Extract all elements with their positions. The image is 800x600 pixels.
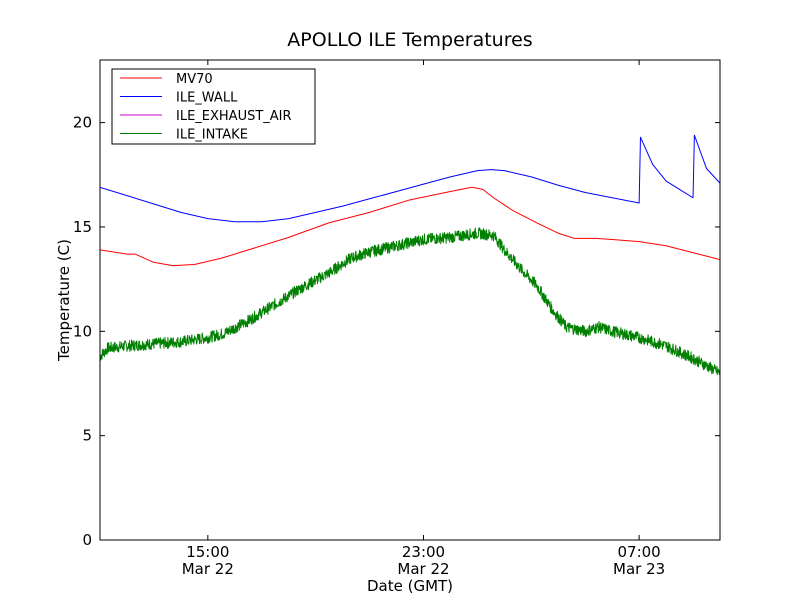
x-tick-label-date: Mar 22 (397, 560, 449, 578)
y-tick-label: 15 (73, 218, 92, 236)
chart-title: APOLLO ILE Temperatures (287, 29, 532, 51)
legend-label: MV70 (176, 72, 213, 87)
series-line-ile-wall (100, 134, 720, 223)
x-axis-label: Date (GMT) (367, 577, 453, 595)
y-tick-label: 10 (73, 322, 92, 340)
legend: MV70 ILE_WALL ILE_EXHAUST_AIR ILE_INTAKE (111, 68, 316, 145)
legend-box (111, 68, 316, 145)
plot-frame (99, 59, 721, 541)
y-axis: 0 5 10 15 20 (73, 114, 720, 549)
x-tick-label-date: Mar 22 (182, 560, 234, 578)
x-tick-label-time: 23:00 (402, 543, 445, 561)
series-layer (100, 134, 720, 376)
series-line-ile-intake (100, 227, 720, 376)
legend-label: ILE_INTAKE (176, 128, 248, 143)
y-tick-label: 5 (82, 427, 92, 445)
x-tick-label-time: 15:00 (186, 543, 229, 561)
y-tick-label: 0 (82, 531, 92, 549)
x-tick-label-date: Mar 23 (613, 560, 665, 578)
y-tick-label: 20 (73, 114, 92, 132)
legend-label: ILE_EXHAUST_AIR (176, 109, 292, 124)
y-axis-label: Temperature (C) (55, 239, 73, 362)
x-tick-label-time: 07:00 (618, 543, 661, 561)
series-line-mv70 (100, 186, 720, 267)
legend-label: ILE_WALL (176, 91, 238, 106)
